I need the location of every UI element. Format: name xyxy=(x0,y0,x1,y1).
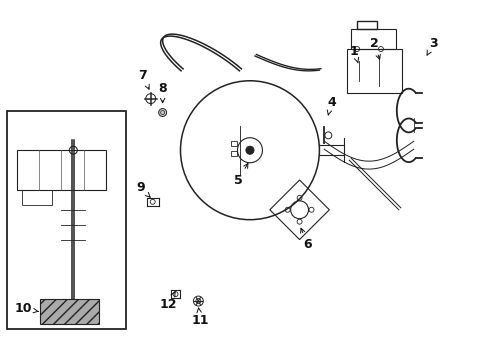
Text: 2: 2 xyxy=(369,37,380,59)
Bar xyxy=(350,29,395,49)
Text: 12: 12 xyxy=(160,292,177,311)
Text: 6: 6 xyxy=(300,228,311,251)
Bar xyxy=(356,21,376,29)
Circle shape xyxy=(158,109,166,117)
Text: 4: 4 xyxy=(326,96,335,115)
Text: 5: 5 xyxy=(233,163,247,186)
Text: 11: 11 xyxy=(191,308,209,327)
Circle shape xyxy=(354,46,359,51)
Bar xyxy=(7,111,126,329)
Text: 8: 8 xyxy=(158,82,166,103)
Text: 10: 10 xyxy=(15,302,38,315)
Bar xyxy=(40,299,99,324)
Text: 9: 9 xyxy=(136,181,150,197)
Bar xyxy=(346,49,401,93)
Bar xyxy=(230,150,237,156)
Text: 7: 7 xyxy=(138,69,149,89)
Text: 3: 3 xyxy=(426,37,437,55)
Bar xyxy=(230,141,237,146)
Text: 1: 1 xyxy=(349,45,358,63)
Bar xyxy=(21,190,51,205)
Circle shape xyxy=(378,46,383,51)
Bar xyxy=(17,150,106,190)
Circle shape xyxy=(245,146,254,154)
